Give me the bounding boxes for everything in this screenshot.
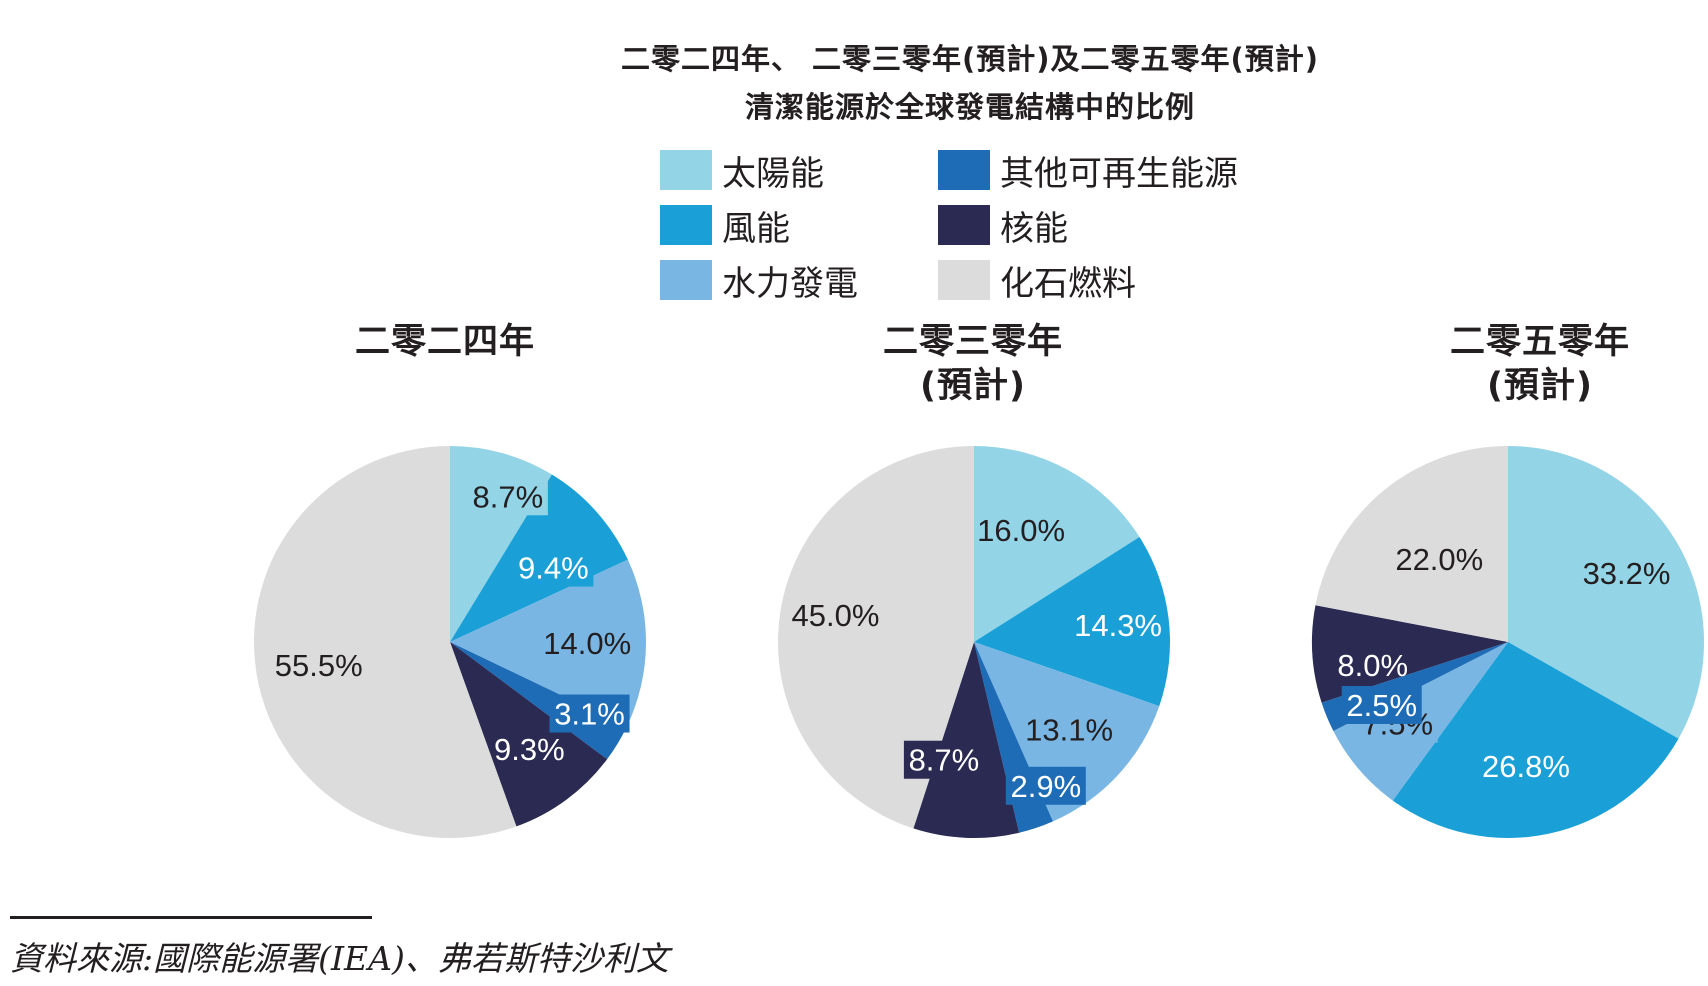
pie-0-slice-nuclear xyxy=(450,642,608,827)
pie-title-2024: 二零二四年 xyxy=(245,320,645,364)
legend-swatch-other-renewables xyxy=(938,150,990,190)
pie-0-slice-fossil xyxy=(254,446,517,838)
source-divider xyxy=(10,916,372,919)
pie-title-2030-line-1: 二零三零年 xyxy=(882,322,1063,362)
pie-2-label-fossil: 22.0% xyxy=(1395,542,1483,577)
legend-swatch-nuclear xyxy=(938,205,990,245)
legend-swatch-hydro xyxy=(660,260,712,300)
pie-title-2030-line-2: (預計) xyxy=(920,366,1026,406)
pie-1-label-fossil: 45.0% xyxy=(792,598,880,633)
legend-swatch-wind xyxy=(660,205,712,245)
source-note: 資料來源:國際能源署(IEA)、弗若斯特沙利文 xyxy=(10,939,669,978)
legend-swatch-solar xyxy=(660,150,712,190)
pie-2-label-other-renewables: 2.5% xyxy=(1346,688,1417,723)
pie-2-slice-solar xyxy=(1508,446,1704,739)
pie-title-2030: 二零三零年 (預計) xyxy=(773,320,1173,408)
pie-0-label-solar: 8.7% xyxy=(473,479,544,514)
pie-2-slice-wind xyxy=(1392,642,1679,838)
legend-item-wind: 風能 xyxy=(660,205,790,249)
pie-title-2050: 二零五零年 (預計) xyxy=(1340,320,1708,408)
pie-1-label-solar: 16.0% xyxy=(977,513,1065,548)
pie-1-label-hydro: 13.1% xyxy=(1025,713,1113,748)
pie-2-label-nuclear: 8.0% xyxy=(1337,648,1408,683)
pie-0-label-fossil: 55.5% xyxy=(275,648,363,683)
pie-1-label-box-nuclear xyxy=(903,740,984,779)
legend-item-other-renewables: 其他可再生能源 xyxy=(938,150,1238,194)
pie-title-2050-line-2: (預計) xyxy=(1487,366,1593,406)
pie-2-label-wind: 26.8% xyxy=(1482,749,1570,784)
pie-0-label-nuclear: 9.3% xyxy=(494,732,565,767)
legend-label-nuclear: 核能 xyxy=(1000,208,1068,249)
pie-0-label-other-renewables: 3.1% xyxy=(554,697,625,732)
legend-label-fossil: 化石燃料 xyxy=(1000,263,1136,304)
legend-item-solar: 太陽能 xyxy=(660,150,824,194)
pie-1-slice-wind xyxy=(974,536,1170,707)
pie-1-label-other-renewables: 2.9% xyxy=(1010,769,1081,804)
legend-item-nuclear: 核能 xyxy=(938,205,1068,249)
legend-label-solar: 太陽能 xyxy=(722,153,824,194)
legend-label-wind: 風能 xyxy=(722,208,790,249)
legend-label-other-renewables: 其他可再生能源 xyxy=(1000,153,1238,194)
pie-1-label-nuclear: 8.7% xyxy=(909,743,980,778)
pie-0-label-wind: 9.4% xyxy=(518,551,589,586)
legend-swatch-fossil xyxy=(938,260,990,300)
pie-1-slice-solar xyxy=(974,446,1140,642)
pie-0-label-box-wind xyxy=(513,548,594,587)
pie-0-label-box-solar xyxy=(467,477,548,516)
pie-title-2050-line-1: 二零五零年 xyxy=(1449,322,1630,362)
pie-0-slice-hydro xyxy=(450,559,646,727)
pie-2-label-solar: 33.2% xyxy=(1583,556,1671,591)
chart-title-line-1: 二零二四年、 二零三零年(預計)及二零五零年(預計) xyxy=(620,42,1320,76)
pie-0-label-hydro: 14.0% xyxy=(543,626,631,661)
legend-item-fossil: 化石燃料 xyxy=(938,260,1136,304)
chart-title-line-2: 清潔能源於全球發電結構中的比例 xyxy=(744,90,1195,124)
pie-1-label-wind: 14.3% xyxy=(1074,608,1162,643)
pie-1-label-box-other-renewables xyxy=(1005,766,1086,805)
legend-label-hydro: 水力發電 xyxy=(722,263,858,304)
legend-item-hydro: 水力發電 xyxy=(660,260,858,304)
pie-2-slice-fossil xyxy=(1315,446,1508,642)
pie-1-slice-fossil xyxy=(777,446,974,829)
legend: 太陽能 風能 水力發電 其他可再生能源 核能 化石燃料 xyxy=(660,150,1360,310)
pie-title-2024-line-1: 二零二四年 xyxy=(354,322,535,362)
pie-0-label-box-other-renewables xyxy=(549,694,630,733)
pie-2-slice-nuclear xyxy=(1312,605,1508,703)
pie-1-slice-hydro xyxy=(974,642,1160,822)
pie-2-label-box-other-renewables xyxy=(1341,685,1422,724)
pie-1-slice-nuclear xyxy=(913,642,1020,839)
